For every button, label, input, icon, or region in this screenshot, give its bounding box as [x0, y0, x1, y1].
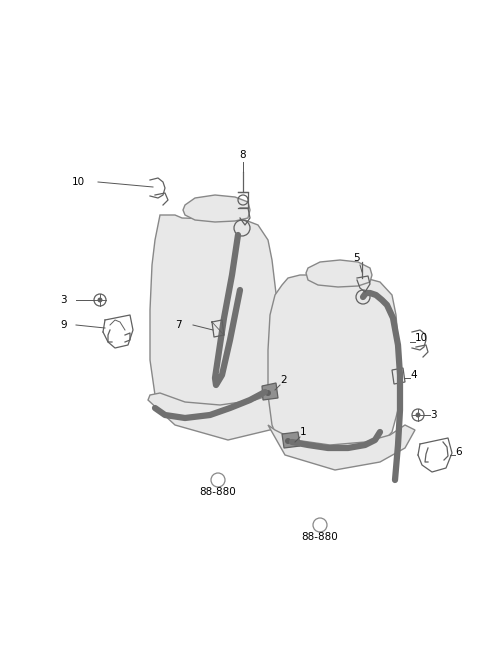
Circle shape: [265, 390, 271, 396]
Text: 6: 6: [455, 447, 462, 457]
Polygon shape: [282, 432, 300, 448]
Polygon shape: [150, 215, 278, 425]
Text: 1: 1: [300, 427, 307, 437]
Text: 4: 4: [410, 370, 417, 380]
Text: 3: 3: [430, 410, 437, 420]
Circle shape: [97, 298, 103, 302]
Text: 8: 8: [240, 150, 246, 160]
Polygon shape: [306, 260, 372, 287]
Text: 88-880: 88-880: [301, 532, 338, 542]
Polygon shape: [148, 385, 300, 440]
Text: 5: 5: [354, 253, 360, 263]
Text: 3: 3: [60, 295, 67, 305]
Text: 10: 10: [415, 333, 428, 343]
Text: 2: 2: [280, 375, 287, 385]
Polygon shape: [268, 425, 415, 470]
Text: 7: 7: [175, 320, 181, 330]
Polygon shape: [183, 195, 250, 222]
Text: 10: 10: [72, 177, 85, 187]
Polygon shape: [262, 383, 278, 400]
Circle shape: [416, 413, 420, 417]
Text: 9: 9: [60, 320, 67, 330]
Polygon shape: [268, 275, 400, 455]
Circle shape: [285, 438, 291, 444]
Text: 88-880: 88-880: [200, 487, 236, 497]
